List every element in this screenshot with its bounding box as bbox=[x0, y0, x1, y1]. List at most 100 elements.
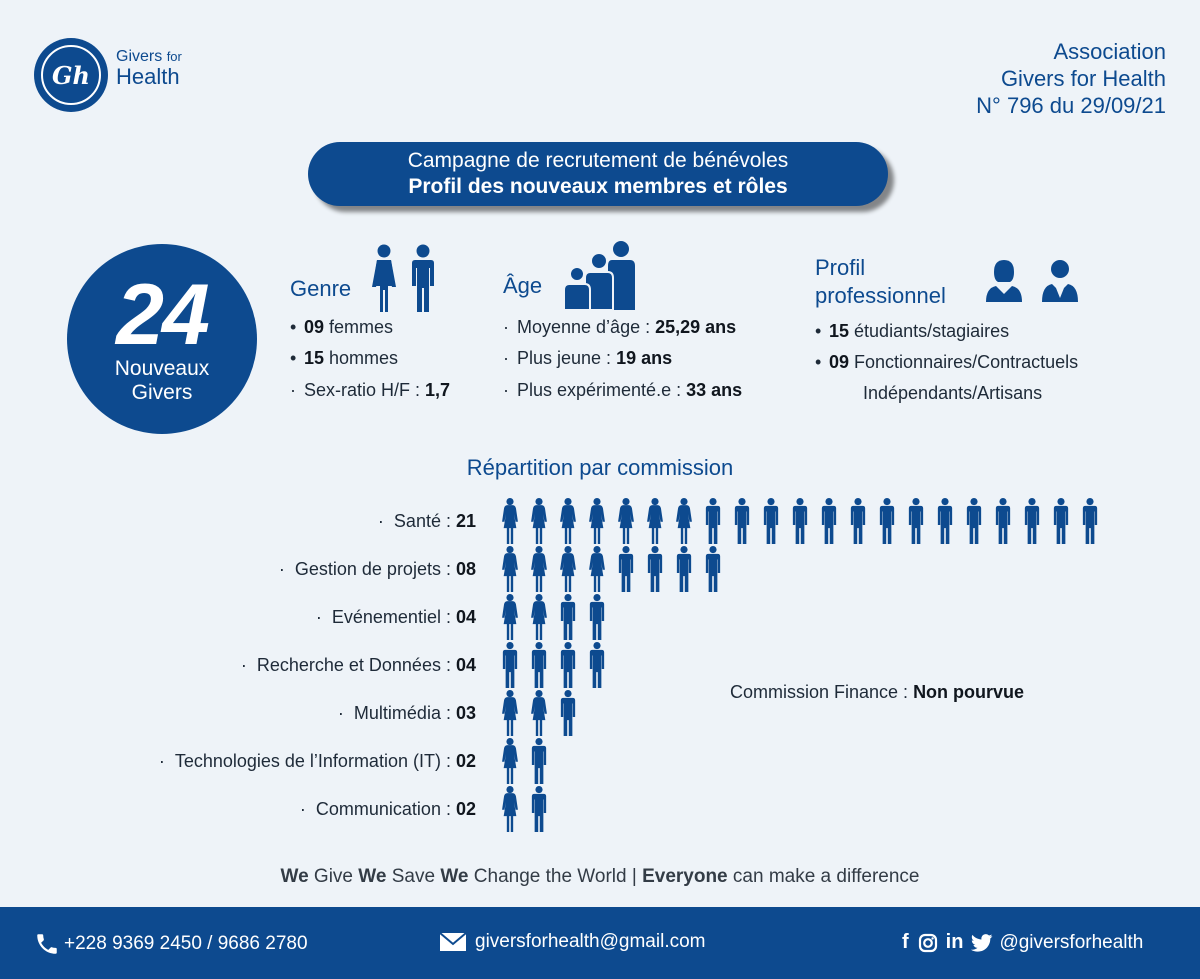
repartition-title: Répartition par commission bbox=[466, 455, 734, 480]
male-person-icon bbox=[531, 642, 547, 688]
female-person-icon bbox=[531, 546, 547, 592]
age-group-icon bbox=[563, 241, 635, 311]
title-line2: Profil des nouveaux membres et rôles bbox=[408, 175, 788, 198]
female-person-icon bbox=[502, 786, 518, 832]
female-person-icon bbox=[531, 498, 547, 544]
commission-pictogram-row bbox=[496, 498, 1105, 544]
female-person-icon bbox=[589, 546, 605, 592]
gender-icon bbox=[372, 244, 434, 312]
logo-line1-small: for bbox=[166, 49, 182, 64]
female-person-icon bbox=[560, 498, 576, 544]
mail-icon bbox=[439, 932, 467, 951]
female-person-icon bbox=[502, 594, 518, 640]
male-person-icon bbox=[531, 738, 547, 784]
genre-title: Genre bbox=[290, 276, 352, 301]
male-person-icon bbox=[589, 594, 605, 640]
linkedin-icon[interactable]: in bbox=[945, 931, 964, 953]
female-person-icon bbox=[560, 546, 576, 592]
logo-text: Givers for Health bbox=[116, 48, 182, 90]
female-person-icon bbox=[531, 594, 547, 640]
footer-phone-text[interactable]: +228 9369 2450 / 9686 2780 bbox=[64, 933, 308, 954]
genre-item-male: • 15 hommes bbox=[290, 348, 399, 368]
commission-pictogram-row bbox=[496, 594, 612, 640]
logo-line1: Givers bbox=[116, 48, 163, 65]
male-person-icon bbox=[966, 498, 982, 544]
commission-pictogram-row bbox=[496, 738, 554, 784]
male-person-icon bbox=[792, 498, 808, 544]
genre-item-female: • 09 femmes bbox=[290, 317, 394, 337]
male-person-icon bbox=[560, 690, 576, 736]
commission-label: · Technologies de l’Information (IT) : 02 bbox=[158, 751, 476, 771]
profil-item-workers-line2: Indépendants/Artisans bbox=[863, 383, 1043, 403]
association-line3: N° 796 du 29/09/21 bbox=[976, 93, 1166, 118]
profil-title: Profil professionnel bbox=[815, 255, 946, 308]
male-person-icon bbox=[705, 498, 721, 544]
male-person-icon bbox=[676, 546, 692, 592]
male-person-icon bbox=[705, 546, 721, 592]
age-item-mean: · Moyenne d’âge : 25,29 ans bbox=[503, 317, 737, 337]
age-item-youngest: · Plus jeune : 19 ans bbox=[503, 348, 673, 368]
female-person-icon bbox=[647, 498, 663, 544]
twitter-icon[interactable] bbox=[971, 933, 993, 952]
title-line1: Campagne de recrutement de bénévoles bbox=[407, 149, 789, 172]
male-person-icon bbox=[531, 786, 547, 832]
footer-social-handle[interactable]: @giversforhealth bbox=[999, 931, 1144, 953]
male-person-icon bbox=[647, 546, 663, 592]
male-person-icon bbox=[1024, 498, 1040, 544]
male-person-icon bbox=[1053, 498, 1069, 544]
logo: Gh bbox=[34, 38, 108, 112]
commission-pictogram-row bbox=[496, 642, 612, 688]
female-person-icon bbox=[589, 498, 605, 544]
commission-label: · Gestion de projets : 08 bbox=[278, 559, 476, 579]
female-person-icon bbox=[502, 498, 518, 544]
footer-email: giversforhealth@gmail.com bbox=[439, 931, 706, 953]
male-person-icon bbox=[937, 498, 953, 544]
footer-email-text[interactable]: giversforhealth@gmail.com bbox=[475, 931, 706, 952]
title-banner: Campagne de recrutement de bénévoles Pro… bbox=[308, 142, 888, 206]
commission-label: · Evénementiel : 04 bbox=[315, 607, 476, 627]
commission-pictogram-row bbox=[496, 546, 728, 592]
female-person-icon bbox=[676, 498, 692, 544]
profil-item-workers: • 09 Fonctionnaires/Contractuels bbox=[815, 352, 1079, 372]
male-person-icon bbox=[879, 498, 895, 544]
male-person-icon bbox=[589, 642, 605, 688]
genre-item-sexratio: · Sex-ratio H/F : 1,7 bbox=[290, 380, 451, 400]
male-person-icon bbox=[734, 498, 750, 544]
male-person-icon bbox=[821, 498, 837, 544]
finance-commission: Commission Finance : Non pourvue bbox=[730, 682, 1025, 702]
male-person-icon bbox=[850, 498, 866, 544]
phone-icon bbox=[37, 934, 57, 954]
logo-monogram: Gh bbox=[41, 45, 101, 105]
female-person-icon bbox=[531, 690, 547, 736]
association-info: Association Givers for Health N° 796 du … bbox=[976, 38, 1166, 119]
male-person-icon bbox=[908, 498, 924, 544]
total-number: 24 bbox=[116, 267, 210, 363]
male-person-icon bbox=[560, 642, 576, 688]
facebook-icon[interactable]: f bbox=[902, 931, 909, 953]
male-person-icon bbox=[1082, 498, 1098, 544]
commission-pictogram-row bbox=[496, 690, 583, 736]
logo-line2: Health bbox=[116, 64, 180, 89]
male-person-icon bbox=[560, 594, 576, 640]
female-person-icon bbox=[618, 498, 634, 544]
total-circle: 24 Nouveaux Givers bbox=[67, 244, 257, 434]
slogan: We Give We Save We Change the World | Ev… bbox=[280, 866, 920, 887]
female-person-icon bbox=[502, 690, 518, 736]
age-item-oldest: · Plus expérimenté.e : 33 ans bbox=[503, 380, 743, 400]
commission-label: · Santé : 21 bbox=[377, 511, 476, 531]
footer-social: f in @giversforhealth bbox=[902, 931, 1143, 954]
total-label2: Givers bbox=[131, 381, 193, 404]
footer-phone: +228 9369 2450 / 9686 2780 bbox=[34, 931, 308, 957]
total-label1: Nouveaux bbox=[114, 357, 210, 380]
male-person-icon bbox=[502, 642, 518, 688]
commission-label: · Communication : 02 bbox=[299, 799, 476, 819]
age-title: Âge bbox=[503, 273, 543, 298]
footer: +228 9369 2450 / 9686 2780 giversforheal… bbox=[0, 907, 1200, 979]
male-person-icon bbox=[995, 498, 1011, 544]
association-line1: Association bbox=[1053, 39, 1166, 64]
male-person-icon bbox=[618, 546, 634, 592]
instagram-icon[interactable] bbox=[918, 933, 938, 953]
profil-item-students: • 15 étudiants/stagiaires bbox=[815, 321, 1010, 341]
female-person-icon bbox=[502, 546, 518, 592]
commission-label: · Multimédia : 03 bbox=[337, 703, 476, 723]
